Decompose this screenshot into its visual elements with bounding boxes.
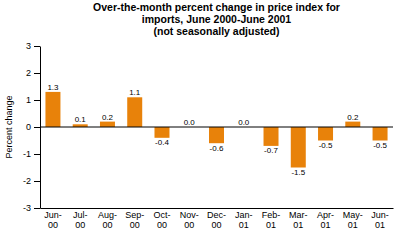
x-tick-label: Oct-00 bbox=[153, 210, 170, 230]
x-tick: Feb-01 bbox=[262, 208, 281, 230]
y-axis-title: Percent change bbox=[4, 95, 14, 158]
y-tick: 3 bbox=[26, 41, 40, 51]
y-tick-label: 3 bbox=[26, 41, 31, 51]
x-tick: Oct-00 bbox=[153, 208, 170, 230]
bar bbox=[127, 97, 142, 127]
x-tick: Mar-01 bbox=[289, 208, 308, 230]
data-label: -1.5 bbox=[291, 168, 305, 177]
x-tick: Aug-00 bbox=[98, 208, 117, 230]
x-tick-label: Jun-01 bbox=[371, 210, 389, 230]
y-tick-label: 2 bbox=[26, 68, 31, 78]
y-tick: 1 bbox=[26, 95, 40, 105]
y-tick: -1 bbox=[23, 149, 40, 159]
y-axis: -3 -2 -1 0 1 2 3 bbox=[23, 41, 41, 213]
x-tick-label: Aug-00 bbox=[98, 210, 117, 230]
y-tick: 2 bbox=[26, 68, 40, 78]
y-tick-mark bbox=[34, 208, 40, 209]
y-tick-label: 1 bbox=[26, 95, 31, 105]
x-tick: Apr-01 bbox=[317, 208, 334, 230]
data-label: 1.3 bbox=[47, 83, 59, 92]
x-tick-label: Dec-00 bbox=[207, 210, 226, 230]
x-tick-label: Jun-00 bbox=[44, 210, 62, 230]
bar bbox=[209, 127, 224, 143]
x-tick: Dec-00 bbox=[207, 208, 226, 230]
bar bbox=[45, 92, 60, 127]
x-tick: Nov-00 bbox=[180, 208, 199, 230]
x-tick-label: Jan-01 bbox=[235, 210, 253, 230]
x-tick: Jul-00 bbox=[73, 208, 88, 230]
data-label: 1.1 bbox=[129, 88, 141, 97]
x-tick-label: Feb-01 bbox=[262, 210, 281, 230]
data-label: -0.7 bbox=[264, 146, 278, 155]
title: Over-the-month percent change in price i… bbox=[93, 1, 340, 37]
x-tick-label: Mar-01 bbox=[289, 210, 308, 230]
y-tick-label: 0 bbox=[26, 122, 31, 132]
bar bbox=[154, 127, 169, 138]
y-tick-mark bbox=[34, 46, 40, 47]
y-tick-mark bbox=[34, 127, 40, 128]
x-axis-line bbox=[41, 208, 394, 209]
x-tick: Jun-01 bbox=[371, 208, 389, 230]
bar bbox=[373, 127, 388, 141]
zero-line bbox=[40, 127, 393, 128]
x-tick-label: Nov-00 bbox=[180, 210, 199, 230]
y-tick-label: -3 bbox=[23, 203, 31, 213]
data-label: -0.6 bbox=[210, 144, 224, 153]
bar bbox=[100, 122, 115, 127]
y-tick: -3 bbox=[23, 203, 40, 213]
x-tick: Jun-00 bbox=[44, 208, 62, 230]
x-tick-label: May-01 bbox=[343, 210, 363, 230]
chart-container: Over-the-month percent change in price i… bbox=[0, 0, 401, 238]
bar bbox=[264, 127, 279, 146]
y-tick-mark bbox=[34, 154, 40, 155]
x-tick-label: Apr-01 bbox=[317, 210, 334, 230]
y-tick-mark bbox=[34, 181, 40, 182]
data-label: 0.1 bbox=[75, 115, 87, 124]
y-tick-label: -2 bbox=[23, 176, 31, 186]
y-tick-label: -1 bbox=[23, 149, 31, 159]
bar bbox=[291, 127, 306, 168]
data-label: -0.4 bbox=[155, 138, 169, 147]
bar bbox=[345, 122, 360, 127]
y-tick-mark bbox=[34, 73, 40, 74]
bar bbox=[318, 127, 333, 141]
data-label: 0.2 bbox=[102, 113, 114, 122]
plot: -3 -2 -1 0 1 2 3 Jun-00 Jul-00 Aug-00 Sep-00 Oct-00… bbox=[23, 41, 394, 230]
y-tick: 0 bbox=[26, 122, 40, 132]
chart-svg: Over-the-month percent change in price i… bbox=[0, 0, 401, 238]
data-label: 0.0 bbox=[238, 118, 250, 127]
y-tick: -2 bbox=[23, 176, 40, 186]
x-tick-label: Sep-00 bbox=[125, 210, 144, 230]
x-tick: Jan-01 bbox=[235, 208, 253, 230]
x-tick-label: Jul-00 bbox=[73, 210, 88, 230]
data-label: -0.5 bbox=[319, 141, 333, 150]
x-tick: May-01 bbox=[343, 208, 363, 230]
data-label: 0.2 bbox=[347, 113, 359, 122]
y-tick-mark bbox=[34, 100, 40, 101]
data-label: 0.0 bbox=[184, 118, 196, 127]
bars bbox=[45, 92, 387, 168]
x-tick: Sep-00 bbox=[125, 208, 144, 230]
data-label: -0.5 bbox=[373, 141, 387, 150]
x-axis: Jun-00 Jul-00 Aug-00 Sep-00 Oct-00 Nov-00 Dec-… bbox=[41, 208, 394, 230]
data-labels: 1.3 0.1 0.2 1.1 -0.4 0.0 -0.6 0.0 -0.7 -1.5 -0.5 0.… bbox=[47, 83, 387, 177]
